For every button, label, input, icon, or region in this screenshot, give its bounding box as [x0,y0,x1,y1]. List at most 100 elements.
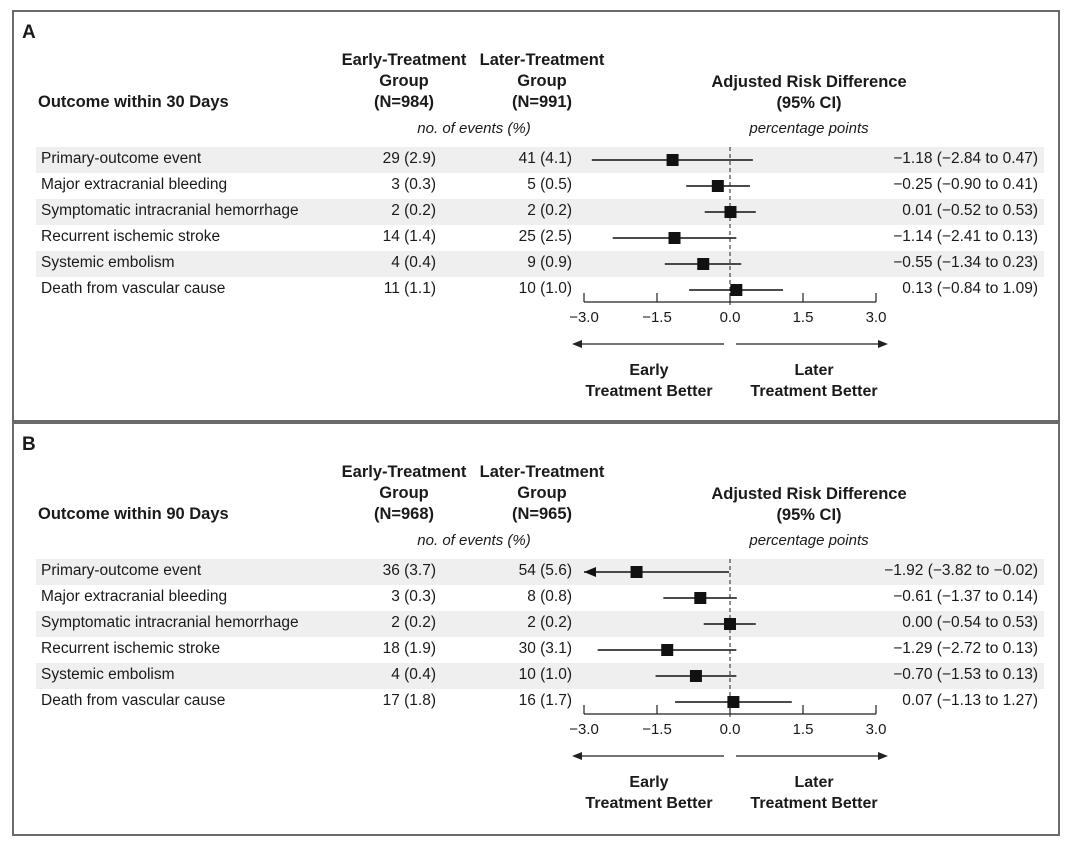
later-events: 9 (0.9) [527,254,572,271]
later-events: 30 (3.1) [518,640,572,657]
forest-panel-b: B Outcome within 90 Days Early-Treatment… [12,422,1060,836]
outcome-label: Primary-outcome event [41,562,202,579]
risk-difference-ci: 0.01 (−0.52 to 0.53) [902,202,1038,219]
x-tick-label: −1.5 [642,721,672,738]
outcome-label: Death from vascular cause [41,280,226,297]
panel-letter: A [22,22,36,43]
point-estimate [727,696,740,708]
outcome-label: Major extracranial bleeding [41,588,228,605]
later-header-line2: Group [517,484,567,502]
table-row: Recurrent ischemic stroke 18 (1.9) 30 (3.1… [36,637,1044,663]
later-header-line2: Group [517,72,567,90]
point-estimate [724,206,737,218]
early-events: 14 (1.4) [382,228,436,245]
forest-plot-b: −3.0 −1.5 0.0 1.5 3.0 [569,559,888,760]
forest-panel-a: A Outcome within 30 Days Early-Treatment… [12,10,1060,422]
risk-difference-ci: −1.29 (−2.72 to 0.13) [893,640,1038,657]
later-header-n: (N=965) [511,505,573,523]
risk-difference-ci: −1.92 (−3.82 to −0.02) [884,562,1038,579]
x-tick-label: 0.0 [720,309,741,326]
arrow-right-icon [878,340,888,348]
outcome-label: Symptomatic intracranial hemorrhage [41,614,299,631]
forest-plot-a: −3.0 −1.5 0.0 1.5 3.0 [569,147,888,348]
table-row: Death from vascular cause 11 (1.1) 10 (1.0… [36,277,1044,303]
risk-difference-ci: −1.14 (−2.41 to 0.13) [893,228,1038,245]
early-header-n: (N=984) [373,93,435,111]
point-estimate [666,154,679,166]
risk-diff-header-line2: (95% CI) [776,506,842,524]
point-estimate [668,232,681,244]
risk-difference-ci: −0.70 (−1.53 to 0.13) [893,666,1038,683]
outcome-label: Symptomatic intracranial hemorrhage [41,202,299,219]
outcome-label: Systemic embolism [41,666,175,683]
early-events: 17 (1.8) [382,692,436,709]
outcome-label: Death from vascular cause [41,692,226,709]
risk-difference-ci: −0.61 (−1.37 to 0.14) [893,588,1038,605]
later-header-n: (N=991) [511,93,573,111]
outcome-label: Systemic embolism [41,254,175,271]
early-events: 11 (1.1) [383,280,436,297]
early-group-header: Early-Treatment Group (N=984) [336,50,472,113]
later-events: 2 (0.2) [527,202,572,219]
early-header-line1: Early-Treatment [341,463,467,481]
early-events: 3 (0.3) [391,588,436,605]
risk-difference-ci: −0.25 (−0.90 to 0.41) [893,176,1038,193]
x-tick-label: −3.0 [569,309,599,326]
early-header-n: (N=968) [373,505,435,523]
early-events: 3 (0.3) [391,176,436,193]
axis-right-label-line1: Later [794,774,834,791]
outcome-label: Primary-outcome event [41,150,202,167]
table-row: Major extracranial bleeding 3 (0.3) 8 (0.8… [36,585,1044,611]
axis-left-label-line2: Treatment Better [585,383,713,400]
table-row: Primary-outcome event 29 (2.9) 41 (4.1) −1.… [36,147,1044,173]
early-group-header: Early-Treatment Group (N=968) [336,462,472,525]
early-events: 29 (2.9) [382,150,436,167]
risk-difference-ci: 0.13 (−0.84 to 1.09) [902,280,1038,297]
risk-difference-ci: 0.00 (−0.54 to 0.53) [902,614,1038,631]
later-events: 8 (0.8) [527,588,572,605]
point-estimate [689,670,702,682]
axis-left-label-line2: Treatment Better [585,795,713,812]
risk-difference-ci: 0.07 (−1.13 to 1.27) [902,692,1038,709]
early-events: 4 (0.4) [391,254,436,271]
risk-difference-ci: −0.55 (−1.34 to 0.23) [893,254,1038,271]
events-subheader: no. of events (%) [417,120,531,137]
later-events: 2 (0.2) [527,614,572,631]
early-header-line1: Early-Treatment [341,51,467,69]
risk-diff-header-line2: (95% CI) [776,94,842,112]
risk-diff-header-line1: Adjusted Risk Difference [711,485,907,503]
axis-right-label-line1: Later [794,362,834,379]
point-estimate [697,258,710,270]
early-events: 4 (0.4) [391,666,436,683]
later-header-line1: Later-Treatment [479,463,605,481]
axis-left-label-line1: Early [629,774,669,791]
outcome-label: Major extracranial bleeding [41,176,228,193]
later-events: 25 (2.5) [518,228,572,245]
outcome-header: Outcome within 30 Days [38,93,229,111]
later-group-header: Later-Treatment Group (N=965) [474,462,610,525]
early-header-line2: Group [379,484,429,502]
ci-subheader: percentage points [749,120,869,137]
axis-left-label-line1: Early [629,362,669,379]
panel-letter: B [22,434,36,455]
early-events: 2 (0.2) [391,202,436,219]
point-estimate [711,180,724,192]
x-tick-label: 1.5 [793,721,814,738]
risk-diff-header: Adjusted Risk Difference (95% CI) [674,72,944,114]
later-events: 16 (1.7) [518,692,572,709]
early-events: 36 (3.7) [382,562,436,579]
risk-diff-header: Adjusted Risk Difference (95% CI) [674,484,944,526]
later-events: 5 (0.5) [527,176,572,193]
table-row: Recurrent ischemic stroke 14 (1.4) 25 (2.5… [36,225,1044,251]
table-row: Symptomatic intracranial hemorrhage 2 (0.… [36,199,1044,225]
point-estimate [630,566,643,578]
table-row: Systemic embolism 4 (0.4) 9 (0.9) −0.55 (−1… [36,251,1044,277]
later-events: 54 (5.6) [518,562,572,579]
x-tick-label: −1.5 [642,309,672,326]
risk-difference-ci: −1.18 (−2.84 to 0.47) [893,150,1038,167]
table-row: Primary-outcome event 36 (3.7) 54 (5.6) −1.… [36,559,1044,585]
later-events: 10 (1.0) [518,666,572,683]
arrow-left-icon [572,752,582,760]
early-events: 18 (1.9) [382,640,436,657]
axis-right-label-line2: Treatment Better [750,795,878,812]
